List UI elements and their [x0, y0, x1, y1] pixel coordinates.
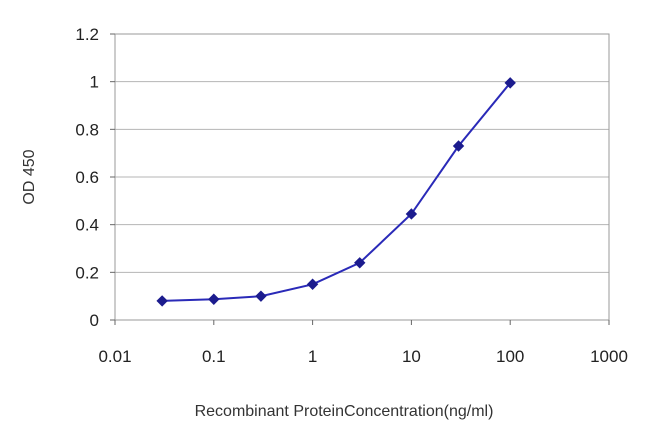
- y-tick-label: 0.2: [75, 263, 99, 282]
- y-tick-label: 1.2: [75, 25, 99, 44]
- x-axis-label: Recombinant ProteinConcentration(ng/ml): [195, 403, 494, 420]
- data-point: [208, 293, 220, 305]
- y-tick-label: 0.4: [75, 216, 99, 235]
- grid: [115, 81, 609, 273]
- data-point: [405, 208, 418, 220]
- data-point: [255, 290, 267, 302]
- data-point: [354, 257, 366, 269]
- x-tick-label: 100: [496, 347, 524, 366]
- x-axis-ticks: 0.01 0.1 1 10 100 1000: [98, 320, 628, 366]
- y-tick-label: 0.6: [75, 168, 99, 187]
- y-axis-ticks: 0 0.2 0.4 0.6 0.8 1 1.2: [75, 25, 115, 330]
- data-point: [306, 278, 319, 290]
- x-tick-label: 1000: [590, 347, 628, 366]
- data-point: [504, 77, 516, 89]
- y-tick-label: 0: [90, 311, 99, 330]
- series-line: [162, 82, 511, 302]
- data-point: [156, 295, 168, 307]
- data-point: [452, 140, 465, 152]
- y-axis-label: OD 450: [21, 149, 38, 204]
- y-tick-label: 0.8: [75, 120, 99, 139]
- y-tick-label: 1: [90, 73, 99, 92]
- x-tick-label: 10: [402, 347, 421, 366]
- x-tick-label: 0.01: [98, 347, 131, 366]
- x-tick-label: 0.1: [202, 347, 226, 366]
- series: [156, 77, 516, 307]
- x-tick-label: 1: [308, 347, 317, 366]
